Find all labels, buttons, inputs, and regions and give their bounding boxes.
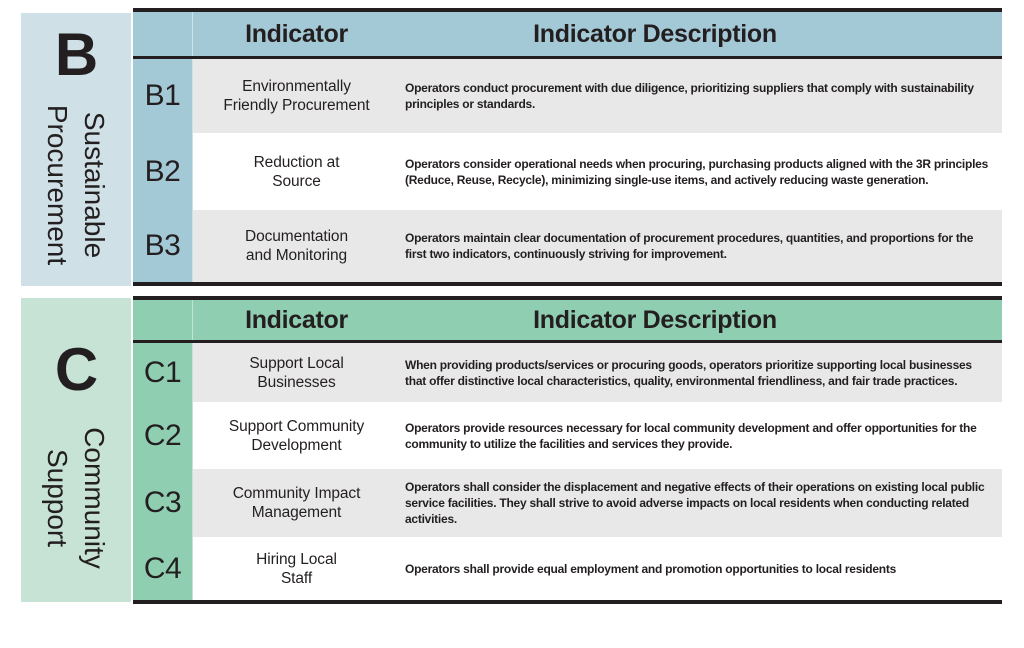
row-b3-indicator-name: Documentation and Monitoring [245,228,348,264]
row-b2-code: B2 [133,133,193,210]
section-c-table: Indicator Indicator Description C1 Suppo… [133,296,1002,604]
section-c-header-indicator: Indicator [245,305,348,334]
section-c-sidebar: C Community Support [21,298,131,602]
section-b-header-row: Indicator Indicator Description [133,12,1002,59]
section-b-letter: B [54,21,98,88]
section-b-header-code-spacer [133,12,193,56]
table-row-c1: C1 Support Local Businesses When providi… [133,343,1002,402]
section-b-header-indicator: Indicator [245,19,348,48]
section-b-category-label: Sustainable Procurement [39,35,113,335]
section-c-header-row: Indicator Indicator Description [133,300,1002,343]
row-c1-code: C1 [133,343,193,402]
row-b3-indicator-description: Operators maintain clear documentation o… [405,231,974,261]
section-b-table: Indicator Indicator Description B1 Envir… [133,8,1002,286]
table-row-b3: B3 Documentation and Monitoring Operator… [133,210,1002,282]
row-c3-indicator-description: Operators shall consider the displacemen… [405,480,985,526]
section-c-letter: C [54,336,98,403]
row-c2-code: C2 [133,402,193,469]
row-b1-indicator-name: Environmentally Friendly Procurement [223,78,370,114]
row-c4-code: C4 [133,537,193,600]
row-c4-indicator-name: Hiring Local Staff [256,550,337,587]
table-row-b1: B1 Environmentally Friendly Procurement … [133,59,1002,133]
section-b-sidebar: B Sustainable Procurement [21,13,131,286]
row-b1-code: B1 [133,59,193,133]
figure-canvas: B Sustainable Procurement Indicator Indi… [21,8,1002,604]
row-c2-indicator-name: Support Community Development [228,417,365,454]
row-b2-indicator-description: Operators consider operational needs whe… [405,156,989,187]
table-row-c2: C2 Support Community Development Operato… [133,402,1002,469]
row-c3-indicator-name: Community Impact Management [232,485,361,521]
row-c1-indicator-description: When providing products/services or proc… [405,357,972,388]
table-row-c4: C4 Hiring Local Staff Operators shall pr… [133,537,1002,600]
table-row-c3: C3 Community Impact Management Operators… [133,469,1002,537]
row-b3-code: B3 [133,210,193,282]
row-c4-indicator-description: Operators shall provide equal employment… [405,561,896,576]
section-c-category-line-1: Community [79,427,110,569]
section-c-category-line-2: Support [42,448,73,548]
section-c-header-description: Indicator Description [533,305,777,334]
section-c-header-code-spacer [133,300,193,340]
table-row-b2: B2 Reduction at Source Operators conside… [133,133,1002,210]
row-c2-indicator-description: Operators provide resources necessary fo… [405,420,977,451]
section-c-category-label: Community Support [39,348,113,648]
row-b2-indicator-name: Reduction at Source [253,153,340,190]
section-b-header-description: Indicator Description [533,19,777,48]
section-b-category-line-2: Procurement [42,104,73,266]
row-c3-code: C3 [133,469,193,537]
section-b-category-line-1: Sustainable [79,111,110,259]
row-c1-indicator-name: Support Local Businesses [249,354,344,391]
row-b1-indicator-description: Operators conduct procurement with due d… [405,81,974,111]
